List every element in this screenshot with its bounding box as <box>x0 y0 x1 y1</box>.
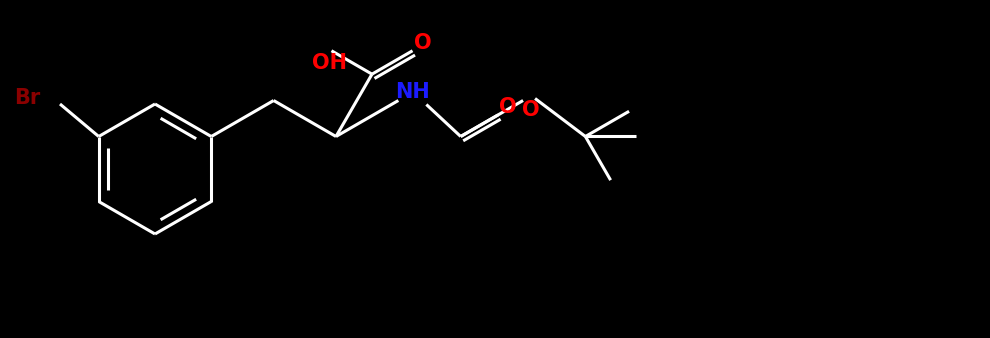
Text: O: O <box>523 100 540 121</box>
Text: NH: NH <box>395 82 430 102</box>
Text: OH: OH <box>312 53 346 73</box>
Text: O: O <box>499 97 517 117</box>
Text: Br: Br <box>14 88 40 108</box>
Text: O: O <box>414 33 432 53</box>
